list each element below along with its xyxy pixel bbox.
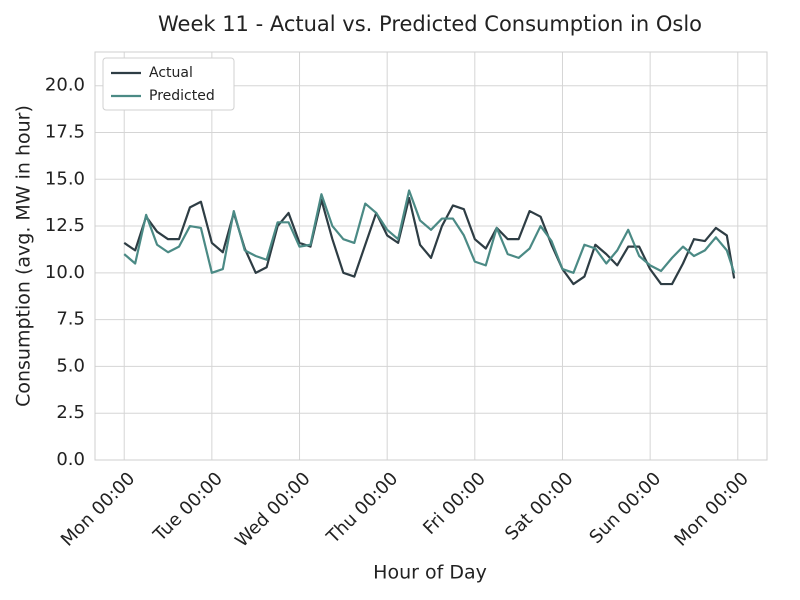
y-tick-label: 0.0	[56, 449, 85, 470]
y-tick-label: 10.0	[45, 262, 85, 283]
y-tick-label: 15.0	[45, 168, 85, 189]
plot-frame	[94, 51, 768, 461]
chart-title: Week 11 - Actual vs. Predicted Consumpti…	[158, 12, 702, 36]
y-axis-label: Consumption (avg. MW in hour)	[13, 105, 35, 407]
y-tick-label: 20.0	[45, 75, 85, 96]
y-tick-label: 17.5	[45, 121, 85, 142]
y-tick-label: 12.5	[45, 215, 85, 236]
y-tick-label: 5.0	[56, 355, 85, 376]
legend-label: Predicted	[149, 88, 215, 104]
y-tick-label: 2.5	[56, 402, 85, 423]
y-tick-label: 7.5	[56, 309, 85, 330]
legend-label: Actual	[149, 65, 193, 81]
x-axis-label: Hour of Day	[373, 562, 487, 584]
series-line	[123, 189, 736, 274]
